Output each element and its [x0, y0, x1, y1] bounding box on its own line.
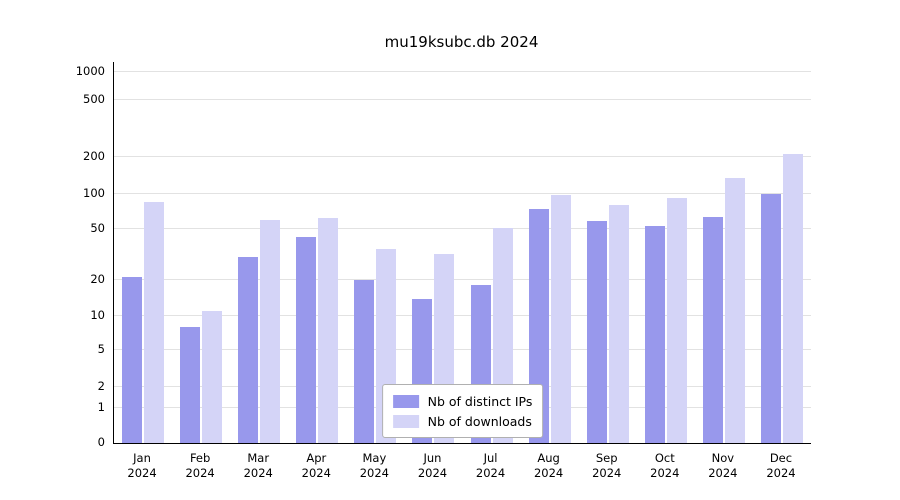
x-tick-label: Jun 2024	[402, 451, 462, 481]
legend-item: Nb of downloads	[392, 411, 533, 431]
gridline	[114, 315, 811, 317]
bar	[724, 178, 745, 443]
x-tick-year: 2024	[533, 465, 564, 480]
legend-item: Nb of distinct IPs	[392, 391, 533, 411]
bar	[354, 279, 375, 443]
bar	[644, 225, 665, 443]
x-tick-label: Jan 2024	[112, 451, 172, 481]
x-tick-label: Nov 2024	[693, 451, 753, 481]
bar	[550, 195, 571, 443]
x-tick-label: Mar 2024	[228, 451, 288, 481]
x-tick-month: Jul	[483, 451, 498, 465]
gridline	[114, 193, 811, 195]
bar	[702, 217, 723, 443]
x-tick-year: 2024	[301, 465, 331, 480]
chart-title: mu19ksubc.db 2024	[384, 33, 539, 51]
bar	[144, 202, 165, 443]
x-tick-year: 2024	[417, 465, 448, 480]
x-tick-month: Apr	[306, 451, 327, 465]
gridline	[114, 156, 811, 158]
bar	[666, 197, 687, 443]
legend: Nb of distinct IPs Nb of downloads	[381, 384, 544, 438]
bar	[260, 219, 281, 443]
y-tick-label: 200	[83, 149, 105, 164]
x-tick-label: Sep 2024	[577, 451, 637, 481]
x-tick-year: 2024	[185, 465, 215, 480]
y-tick-label: 500	[83, 92, 105, 107]
y-tick-label: 1000	[75, 63, 105, 78]
x-tick-year: 2024	[766, 465, 796, 480]
bar	[122, 277, 143, 443]
y-tick-label: 5	[97, 342, 105, 357]
x-tick-label: Aug 2024	[519, 451, 579, 481]
x-tick-year: 2024	[708, 465, 738, 480]
gridline	[114, 70, 811, 72]
x-tick-month: Sep	[595, 451, 618, 465]
gridline	[114, 227, 811, 229]
y-tick-label: 0	[97, 435, 105, 449]
x-tick-label: May 2024	[344, 451, 404, 481]
legend-label: Nb of distinct IPs	[427, 393, 533, 409]
bar	[782, 154, 803, 443]
y-tick-label: 10	[90, 308, 105, 323]
bar	[760, 194, 781, 443]
legend-swatch	[392, 414, 419, 428]
x-tick-year: 2024	[592, 465, 622, 480]
x-tick-month: Aug	[537, 451, 560, 465]
y-tick-label: 1	[97, 399, 105, 414]
y-tick-label: 50	[90, 220, 105, 235]
bar	[318, 218, 339, 443]
x-tick-month: May	[362, 451, 387, 465]
x-tick-year: 2024	[650, 465, 680, 480]
x-tick-year: 2024	[359, 465, 390, 480]
x-tick-year: 2024	[475, 465, 506, 480]
y-tick-label: 2	[97, 378, 105, 393]
y-tick-label: 100	[83, 186, 105, 201]
gridline	[114, 99, 811, 101]
bar	[296, 237, 317, 443]
bar	[608, 205, 629, 443]
x-tick-year: 2024	[243, 465, 273, 480]
x-tick-label: Dec 2024	[751, 451, 811, 481]
bar	[586, 221, 607, 443]
x-tick-year: 2024	[127, 465, 157, 480]
y-tick-label: 20	[90, 271, 105, 286]
x-tick-month: Dec	[769, 451, 793, 465]
x-tick-label: Feb 2024	[170, 451, 230, 481]
x-tick-month: Mar	[247, 451, 270, 465]
x-tick-month: Nov	[711, 451, 735, 465]
x-tick-month: Oct	[654, 451, 675, 465]
gridline	[114, 349, 811, 351]
bar	[180, 327, 201, 443]
plot-area: Nb of distinct IPs Nb of downloads	[113, 62, 811, 444]
bar	[202, 311, 223, 443]
legend-label: Nb of downloads	[427, 413, 532, 429]
bar	[238, 257, 259, 443]
x-tick-label: Jul 2024	[461, 451, 521, 481]
x-tick-month: Jan	[133, 451, 151, 465]
legend-swatch	[392, 394, 419, 408]
gridline	[114, 278, 811, 280]
x-tick-month: Feb	[189, 451, 211, 465]
x-tick-label: Apr 2024	[286, 451, 346, 481]
x-tick-label: Oct 2024	[635, 451, 695, 481]
x-tick-month: Jun	[423, 451, 442, 465]
